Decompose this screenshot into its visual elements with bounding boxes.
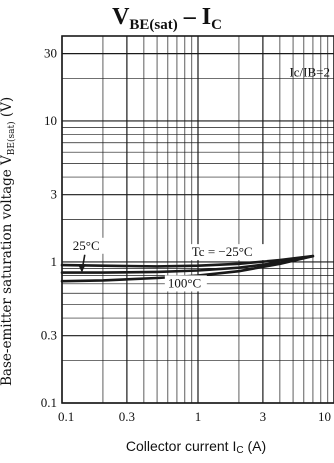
x-tick-label: 0.1 xyxy=(58,409,74,424)
grid-layer xyxy=(61,35,334,404)
x-tick-label: 1 xyxy=(195,409,202,424)
x-tick-label: 3 xyxy=(260,409,267,424)
y-tick-label: 10 xyxy=(44,113,57,128)
title-rest: – I xyxy=(177,4,212,30)
series-annotation-3: 100°C xyxy=(168,275,201,290)
title-main: V xyxy=(112,4,130,30)
series-annotation-2: 25°C xyxy=(73,238,100,253)
chart-title: VBE(sat) – IC xyxy=(0,4,334,34)
x-axis-label: Collector current IC (A) xyxy=(58,438,334,456)
annotation-backdrop xyxy=(69,237,105,254)
y-tick-label: 0.3 xyxy=(41,328,57,343)
title-subscript: BE(sat) xyxy=(129,17,178,33)
y-tick-label: 1 xyxy=(51,254,58,269)
condition-label: Ic/IB=2 xyxy=(289,65,330,80)
y-tick-label: 3 xyxy=(51,187,58,202)
annotation-backdrop xyxy=(188,244,267,261)
annotation-backdrop xyxy=(164,275,207,292)
series-annotation-1: Tc = −25°C xyxy=(192,244,253,259)
x-axis-label-unit: (A) xyxy=(243,438,267,454)
x-axis-label-subscript: C xyxy=(236,445,244,456)
title-subscript-2: C xyxy=(211,17,222,33)
annotation-layer: Ic/IB=2 Tc = −25°C 25°C 100°C xyxy=(69,65,330,292)
x-tick-label: 10 xyxy=(318,409,331,424)
x-axis-label-main: Collector current I xyxy=(125,438,237,454)
y-tick-label: 0.1 xyxy=(41,395,57,410)
x-tick-label: 0.3 xyxy=(119,409,135,424)
y-tick-label: 30 xyxy=(44,46,57,61)
annotation-arrow-head xyxy=(77,264,86,273)
series-line-1 xyxy=(60,254,315,268)
tick-layer: 0.1 0.3 1 3 10 0.1 0.3 1 3 10 30 xyxy=(41,46,331,424)
